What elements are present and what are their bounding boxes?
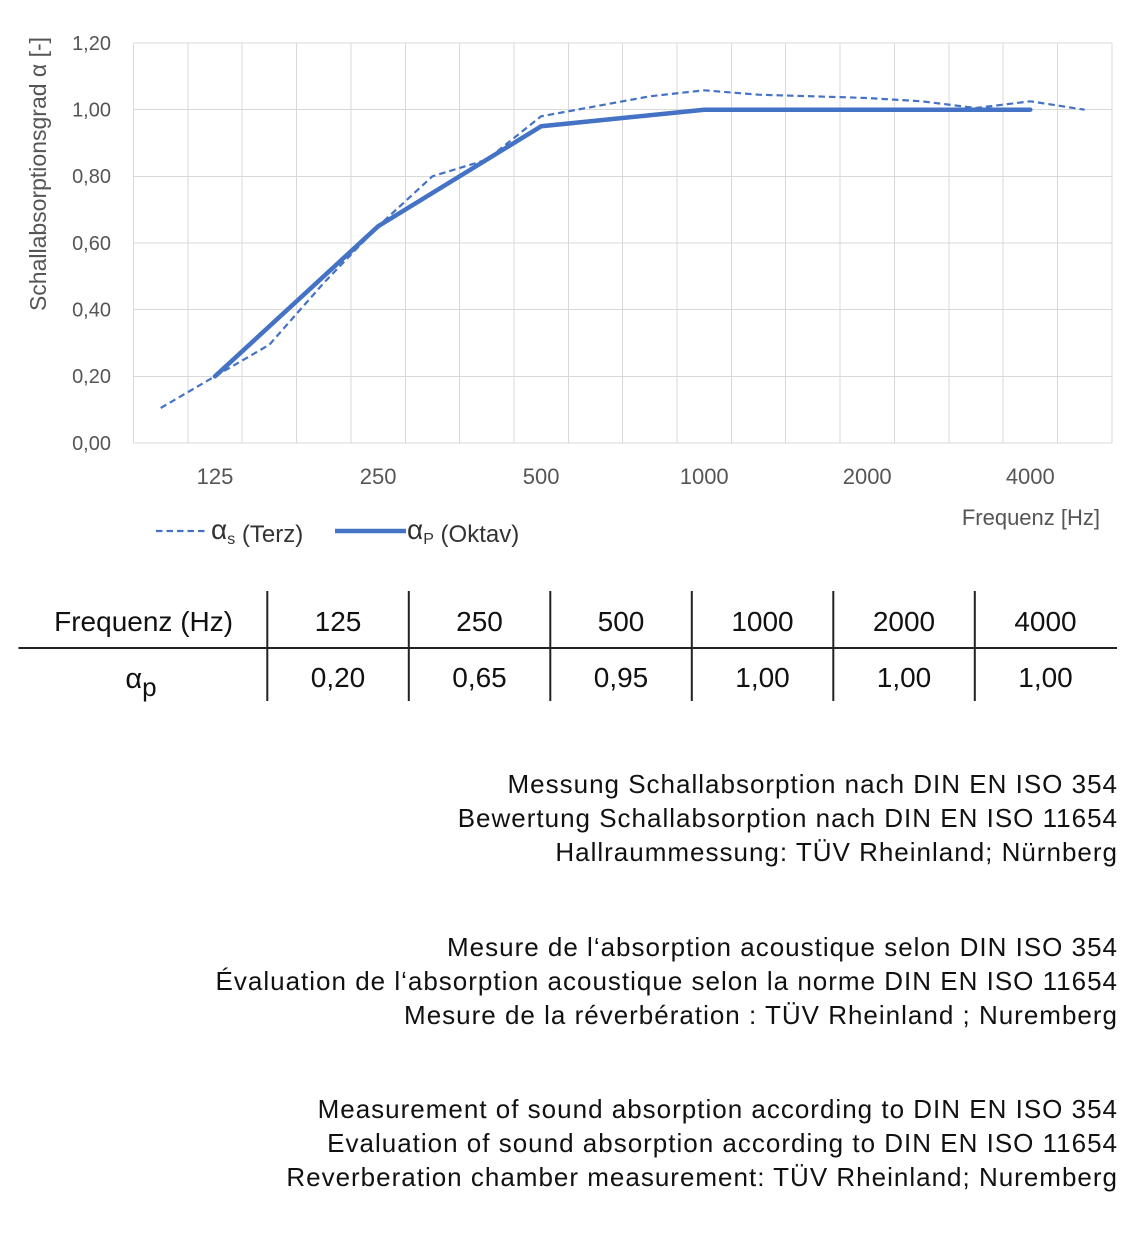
svg-text:0,20: 0,20 [311, 662, 366, 693]
svg-text:250: 250 [456, 606, 503, 637]
svg-text:Messung Schallabsorption nach: Messung Schallabsorption nach DIN EN ISO… [507, 769, 1118, 799]
svg-text:Frequenz (Hz): Frequenz (Hz) [54, 606, 233, 637]
svg-text:Mesure de la réverbération : T: Mesure de la réverbération : TÜV Rheinla… [404, 1000, 1118, 1030]
svg-text:0,65: 0,65 [452, 662, 507, 693]
svg-text:0,20: 0,20 [72, 366, 111, 388]
svg-text:0,00: 0,00 [72, 433, 111, 455]
svg-text:0,40: 0,40 [72, 300, 111, 322]
svg-text:2000: 2000 [843, 464, 892, 489]
svg-text:125: 125 [197, 464, 234, 489]
svg-text:4000: 4000 [1006, 464, 1055, 489]
svg-text:1,00: 1,00 [1018, 662, 1073, 693]
svg-text:Mesure de l‘absorption acousti: Mesure de l‘absorption acoustique selon … [447, 932, 1118, 962]
svg-text:500: 500 [598, 606, 645, 637]
svg-text:Frequenz [Hz]: Frequenz [Hz] [962, 505, 1100, 530]
svg-text:500: 500 [523, 464, 560, 489]
svg-text:2000: 2000 [873, 606, 935, 637]
svg-text:Evaluation of sound absorption: Evaluation of sound absorption according… [327, 1128, 1118, 1158]
svg-text:4000: 4000 [1014, 606, 1076, 637]
svg-text:Bewertung Schallabsorption nac: Bewertung Schallabsorption nach DIN EN I… [458, 803, 1118, 833]
svg-text:1,00: 1,00 [877, 662, 932, 693]
svg-text:0,60: 0,60 [72, 233, 111, 255]
svg-text:250: 250 [360, 464, 397, 489]
svg-text:Hallraummessung: TÜV Rheinland: Hallraummessung: TÜV Rheinland; Nürnberg [555, 837, 1118, 867]
svg-text:0,80: 0,80 [72, 166, 111, 188]
svg-text:125: 125 [315, 606, 362, 637]
svg-text:Évaluation de l‘absorption aco: Évaluation de l‘absorption acoustique se… [216, 966, 1118, 996]
svg-text:αp: αp [125, 663, 156, 702]
svg-text:1000: 1000 [731, 606, 793, 637]
svg-text:Measurement of sound absorptio: Measurement of sound absorption accordin… [318, 1094, 1118, 1124]
svg-text:1,00: 1,00 [735, 662, 790, 693]
svg-text:αP (Oktav): αP (Oktav) [407, 514, 519, 548]
svg-text:1000: 1000 [680, 464, 729, 489]
svg-text:0,95: 0,95 [594, 662, 649, 693]
svg-text:Reverberation chamber measurem: Reverberation chamber measurement: TÜV R… [286, 1162, 1118, 1192]
svg-text:1,20: 1,20 [72, 33, 111, 55]
svg-text:αs (Terz): αs (Terz) [211, 514, 303, 548]
svg-text:Schallabsorptionsgrad α [-]: Schallabsorptionsgrad α [-] [25, 37, 51, 311]
svg-text:1,00: 1,00 [72, 100, 111, 122]
